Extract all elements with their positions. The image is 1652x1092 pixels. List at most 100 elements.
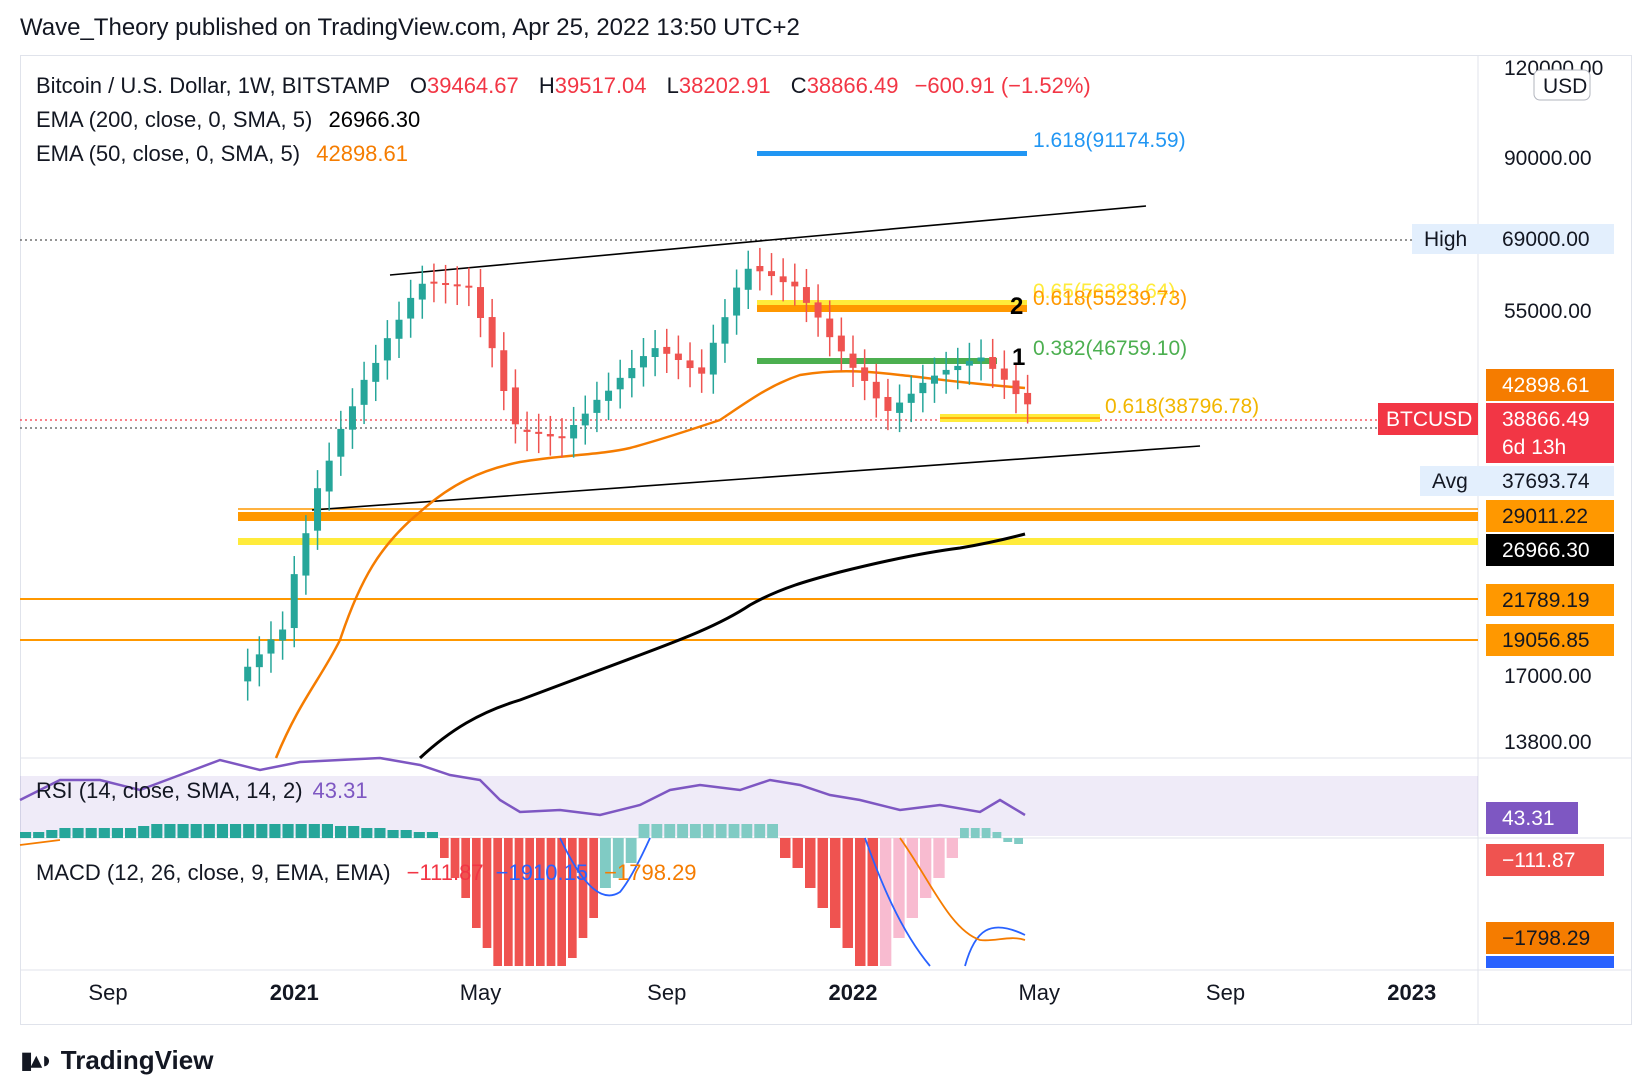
- channel-lower: [311, 445, 1201, 511]
- candle-body: [430, 281, 438, 284]
- macd-bar: [216, 824, 228, 838]
- candle-body: [756, 266, 764, 272]
- macd-bar: [754, 824, 766, 838]
- svg-text:26966.30: 26966.30: [1502, 539, 1590, 562]
- macd-bar: [805, 838, 816, 888]
- macd-bar: [525, 838, 534, 966]
- candle-body: [442, 283, 450, 286]
- macd-bar: [664, 824, 676, 838]
- svg-text:BTCUSD: BTCUSD: [1386, 408, 1472, 431]
- candle-body: [919, 382, 927, 394]
- candle-body: [791, 281, 799, 287]
- macd-bar: [960, 828, 969, 838]
- price-tick: 55000.00: [1504, 300, 1592, 323]
- macd-bar: [59, 828, 71, 838]
- candle-body: [395, 319, 403, 339]
- fib-1618-line: [757, 151, 1027, 156]
- macd-bar: [514, 838, 524, 966]
- macd-bar: [348, 826, 360, 838]
- channel-upper-a: [389, 239, 771, 276]
- candles: [244, 247, 1032, 701]
- candle-body: [977, 357, 985, 362]
- macd-bar: [651, 824, 663, 838]
- fib-0382-band: [757, 358, 997, 364]
- ema50-line: [274, 370, 1026, 759]
- candle-body: [546, 434, 554, 437]
- macd-line-scale-marker: [1486, 956, 1614, 968]
- candle-body: [698, 367, 706, 374]
- price-label-19056: 19056.85: [1486, 624, 1614, 656]
- svg-text:High: High: [1424, 228, 1467, 251]
- macd-bar: [992, 832, 1002, 838]
- macd-bar: [792, 838, 803, 868]
- candle-body: [861, 367, 869, 381]
- macd-bar: [493, 838, 502, 966]
- macd-bar: [230, 824, 242, 838]
- candle-body: [314, 488, 322, 531]
- support-band-26966: [238, 538, 1478, 545]
- svg-text:21789.19: 21789.19: [1502, 589, 1590, 612]
- candle-body: [348, 406, 356, 430]
- price-tick: 90000.00: [1504, 147, 1592, 170]
- svg-text:19056.85: 19056.85: [1502, 629, 1590, 652]
- macd-bar: [472, 838, 481, 928]
- candle-body: [418, 283, 426, 300]
- macd-bar: [906, 838, 918, 918]
- macd-bar: [400, 830, 412, 838]
- macd-bar: [728, 824, 740, 838]
- macd-bar: [589, 838, 598, 918]
- svg-text:Bitcoin / U.S. Dollar, 1W, BIT: Bitcoin / U.S. Dollar, 1W, BITSTAMP O394…: [36, 73, 1091, 98]
- macd-bar: [335, 826, 347, 838]
- candle-body: [849, 353, 857, 368]
- fib-065-label: 0.65(56388.64): [1033, 280, 1175, 303]
- macd-bar: [461, 838, 470, 898]
- svg-text:42898.61: 42898.61: [1502, 374, 1590, 397]
- candle-body: [907, 393, 915, 403]
- candle-body: [302, 533, 310, 576]
- macd-bar: [546, 838, 556, 966]
- macd-bar: [98, 828, 110, 838]
- macd-line: [559, 837, 1026, 967]
- candle-body: [465, 285, 473, 288]
- candle-body: [337, 428, 345, 457]
- macd-bar: [46, 830, 58, 838]
- macd-bar: [308, 824, 320, 838]
- publisher-line: Wave_Theory published on TradingView.com…: [20, 14, 800, 41]
- macd-bar: [450, 838, 460, 878]
- footer[interactable]: ▮▴◗ TradingView: [20, 1045, 213, 1076]
- macd-bar: [677, 824, 688, 838]
- macd-signal-line: [19, 837, 1026, 942]
- macd-bar: [20, 832, 32, 838]
- macd-bar: [946, 838, 958, 858]
- macd-bar: [600, 838, 611, 888]
- candle-body: [1000, 368, 1008, 380]
- macd-bar: [190, 824, 202, 838]
- macd-bar: [203, 824, 215, 838]
- candle-body: [488, 317, 496, 349]
- candle-body: [802, 287, 810, 303]
- macd-bar: [893, 838, 905, 938]
- macd-bar: [33, 832, 45, 838]
- macd-bar: [504, 838, 513, 966]
- macd-bar: [413, 832, 425, 838]
- macd-bar: [387, 830, 399, 838]
- macd-bar: [111, 828, 123, 838]
- macd-bar: [981, 828, 991, 838]
- svg-text:EMA (200, close, 0, SMA, 5): EMA (200, close, 0, SMA, 5) 26966.30: [36, 107, 420, 132]
- candle-body: [244, 666, 252, 682]
- candle-body: [325, 460, 333, 492]
- candle-body: [267, 639, 275, 654]
- macd-bar: [638, 824, 650, 838]
- macd-bar: [482, 838, 492, 948]
- candle-body: [965, 360, 973, 366]
- macd-bar: [164, 824, 176, 838]
- svg-text:29011.22: 29011.22: [1502, 505, 1588, 528]
- macd-label: MACD (12, 26, close, 9, EMA, EMA) −111.8…: [36, 860, 697, 885]
- macd-bar: [920, 838, 932, 898]
- macd-bar: [702, 824, 714, 838]
- fib-0618-lower-label: 0.618(38796.78): [1105, 395, 1259, 418]
- macd-bar: [855, 838, 866, 966]
- macd-bar: [767, 824, 778, 838]
- ema50-legend: EMA (50, close, 0, SMA, 5): [36, 141, 300, 166]
